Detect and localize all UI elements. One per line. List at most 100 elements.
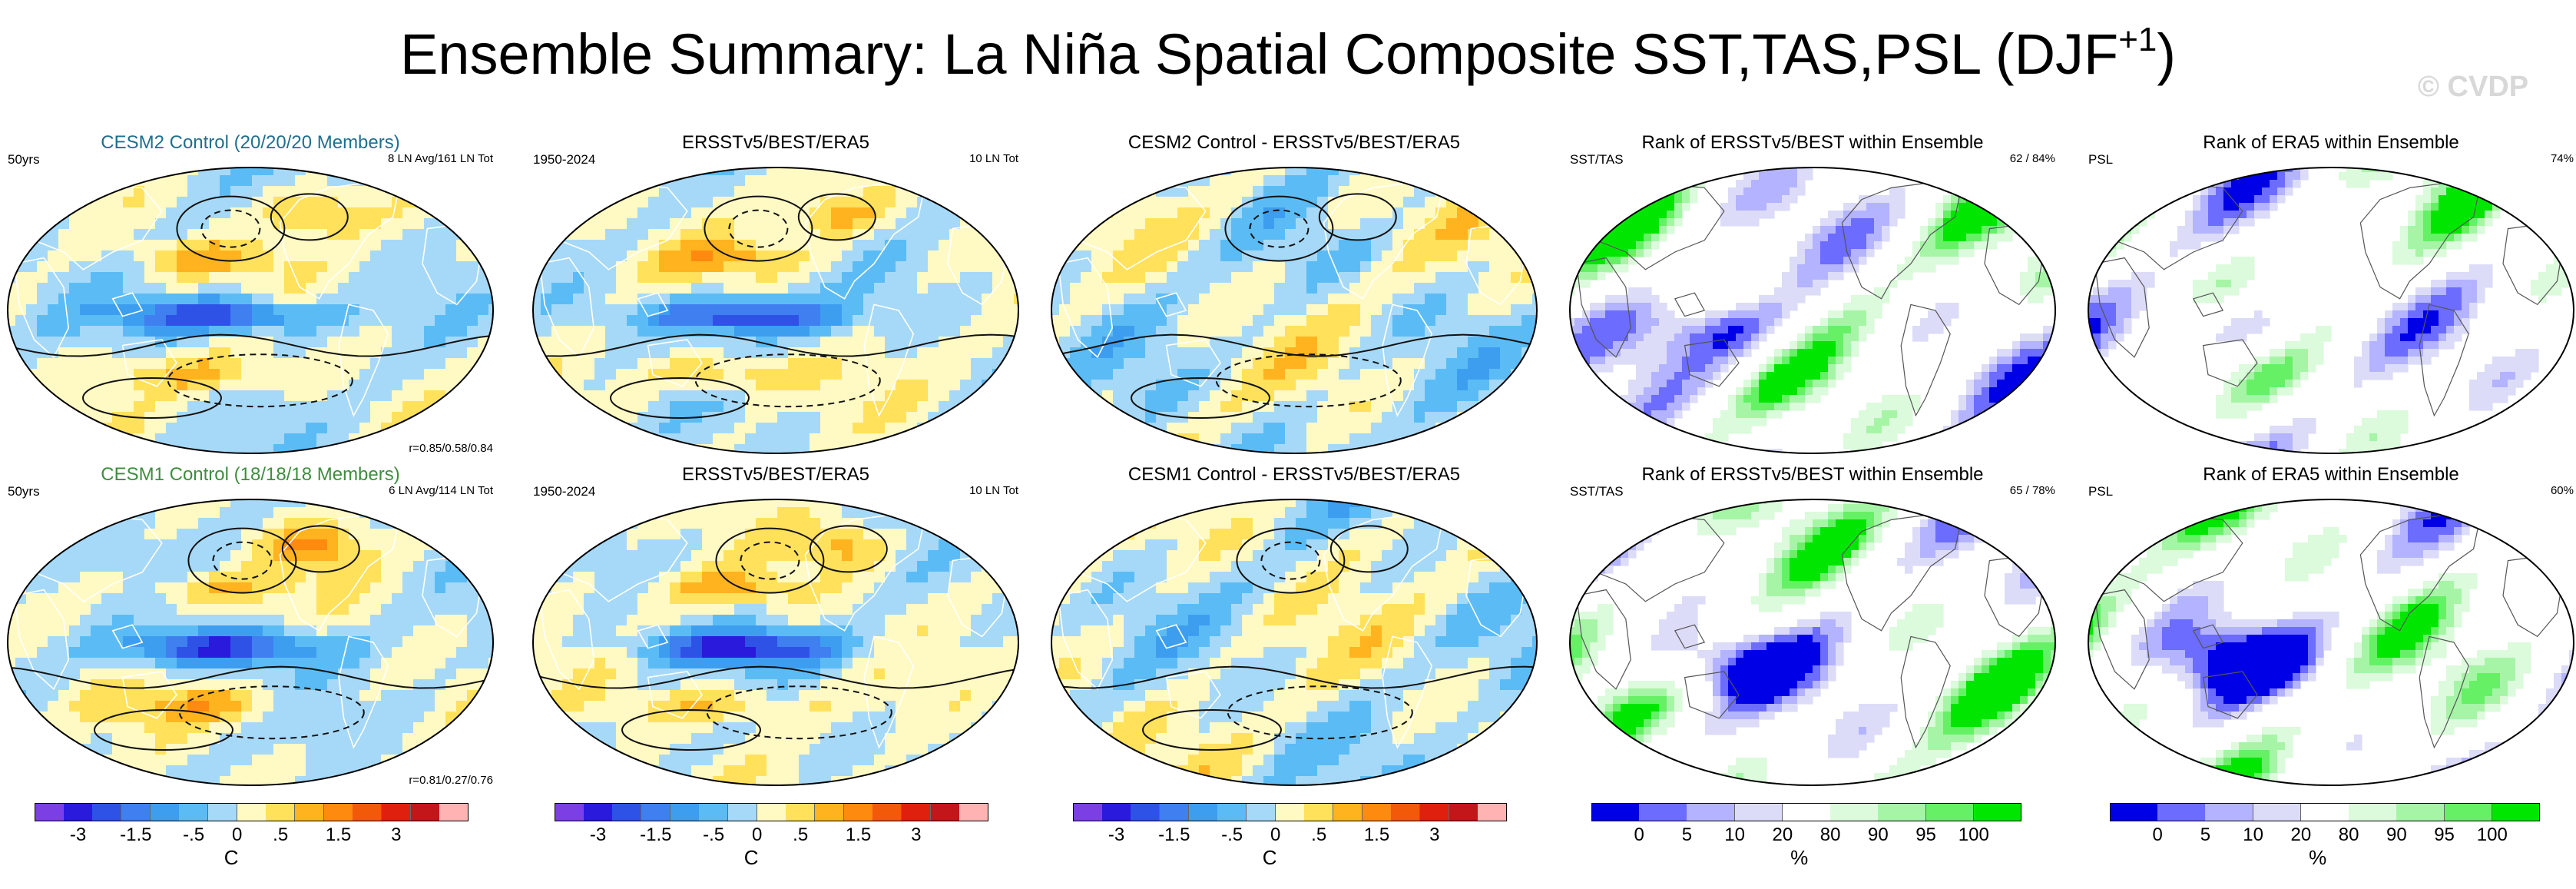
coastline-8 xyxy=(1155,292,1187,317)
robinson-map xyxy=(1569,167,2056,454)
colorbar-tick-label: 10 xyxy=(2243,824,2264,845)
map-panel-5: Rank of ERA5 within Ensemble PSL 74% xyxy=(2085,132,2576,459)
psl-contour xyxy=(728,209,789,248)
map-field xyxy=(533,499,1018,785)
colorbar-frame xyxy=(2110,803,2540,821)
colorbar-swatch xyxy=(1973,803,2022,821)
coastline-8 xyxy=(1155,624,1187,649)
colorbar-swatch xyxy=(237,803,267,821)
coastline-2 xyxy=(1900,304,1951,417)
colorbar-tick-label: 1.5 xyxy=(1363,824,1390,845)
panel-title: Rank of ERA5 within Ensemble xyxy=(2203,464,2459,485)
psl-contour xyxy=(694,353,881,408)
colorbar-tick-label: -3 xyxy=(1108,824,1125,845)
map-field xyxy=(533,168,1018,453)
coastline-2 xyxy=(1382,635,1433,749)
coastline-4 xyxy=(1057,257,1114,359)
panel-title: Rank of ERSSTv5/BEST within Ensemble xyxy=(1641,464,1984,485)
psl-contour xyxy=(82,377,222,419)
coastline-6 xyxy=(647,671,703,719)
coastline-6 xyxy=(121,671,177,719)
map-border xyxy=(2088,499,2574,786)
psl-contour xyxy=(1236,527,1346,594)
coastline-2 xyxy=(2419,635,2469,749)
colorbar-swatch xyxy=(1217,803,1247,821)
coastline-4 xyxy=(1576,257,1631,358)
map-field xyxy=(8,499,493,785)
panel-title: CESM1 Control (18/18/18 Members) xyxy=(101,464,400,485)
coastline-7 xyxy=(396,169,439,194)
psl-contour xyxy=(1131,377,1270,419)
colorbar-tick-label: 5 xyxy=(2200,824,2211,845)
colorbar-swatch xyxy=(2444,803,2493,821)
panel-title: CESM2 Control - ERSSTv5/BEST/ERA5 xyxy=(1127,132,1461,153)
panel-right-label: 8 LN Avg/161 LN Tot xyxy=(387,152,493,165)
panel-left-label: 1950-2024 xyxy=(533,484,596,499)
coastline-2 xyxy=(2419,304,2469,417)
coastline-7 xyxy=(2477,501,2519,526)
psl-contour xyxy=(178,685,365,740)
colorbar-swatch xyxy=(150,803,180,821)
colorbar-tick-label: 95 xyxy=(2434,824,2455,845)
panel-right-label: 65 / 78% xyxy=(2009,484,2055,497)
panel-left-label: 1950-2024 xyxy=(533,152,596,167)
colorbar-tick-label: 0 xyxy=(2152,824,2163,845)
psl-contour xyxy=(1329,525,1409,573)
psl-contour xyxy=(1051,333,1537,357)
colorbar-tick-label: -.5 xyxy=(1221,824,1243,845)
colorbar-tick-label: .5 xyxy=(793,824,809,845)
colorbar-swatch xyxy=(670,803,700,821)
cvdp-watermark: © CVDP xyxy=(2418,71,2529,103)
psl-contour xyxy=(533,665,1018,689)
panel-title: CESM1 Control - ERSSTv5/BEST/ERA5 xyxy=(1127,464,1461,485)
colorbar-5: 0 5 10 20 80 90 95 100% xyxy=(2110,803,2541,887)
colorbar-3: -3 -1.5 -.5 0 .5 1.5 3 C xyxy=(1073,803,1508,887)
colorbar-swatch xyxy=(1830,803,1879,821)
colorbar-swatch xyxy=(208,803,238,821)
colorbar-swatch xyxy=(2300,803,2349,821)
colorbar-tick-label: 0 xyxy=(1270,824,1281,845)
colorbar-swatch xyxy=(728,803,758,821)
coastline-6 xyxy=(647,339,703,387)
colorbar-swatch xyxy=(555,803,584,821)
psl-contour xyxy=(1260,541,1321,580)
colorbar-swatch xyxy=(583,803,613,821)
coastline-2 xyxy=(863,635,915,749)
coastline-4 xyxy=(2094,257,2150,358)
map-field xyxy=(2088,499,2574,785)
colorbar-tick-label: 80 xyxy=(2338,824,2359,845)
colorbar-tick-label: 80 xyxy=(1819,824,1841,845)
colorbar-swatch xyxy=(295,803,325,821)
map-panel-3: CESM2 Control - ERSSTv5/BEST/ERA5 xyxy=(1048,132,1540,459)
colorbar-swatch xyxy=(902,803,932,821)
coastline-4 xyxy=(538,257,595,359)
colorbar-swatch xyxy=(2110,803,2158,821)
colorbar-1: -3 -1.5 -.5 0 .5 1.5 3 C xyxy=(35,803,469,887)
colorbar-swatch xyxy=(2253,803,2302,821)
panel-title: ERSSTv5/BEST/ERA5 xyxy=(681,132,870,153)
colorbar-frame xyxy=(555,803,988,821)
coastline-7 xyxy=(922,501,964,526)
psl-contour xyxy=(187,527,297,594)
psl-contour xyxy=(797,193,876,241)
psl-contour xyxy=(8,333,493,357)
map-field xyxy=(8,168,493,453)
colorbar-swatch xyxy=(1687,803,1736,821)
coastline-7 xyxy=(1440,501,1482,526)
coastline-6 xyxy=(2202,339,2258,387)
coastline-7 xyxy=(1440,169,1482,194)
colorbar-frame xyxy=(1591,803,2021,821)
colorbar-unit: % xyxy=(1790,846,1809,869)
robinson-map xyxy=(1051,499,1538,786)
psl-contour xyxy=(8,665,493,689)
colorbar-tick-label: 20 xyxy=(2290,824,2312,845)
colorbar-swatch xyxy=(1333,803,1363,821)
colorbar-swatch xyxy=(63,803,93,821)
colorbar-tick-label: 95 xyxy=(1915,824,1936,845)
map-border xyxy=(7,167,494,454)
colorbar-tick-label: 90 xyxy=(2386,824,2407,845)
colorbar-tick-label: 0 xyxy=(1634,824,1644,845)
colorbar-frame xyxy=(35,803,469,821)
robinson-map xyxy=(2088,167,2574,454)
colorbar-swatch xyxy=(641,803,671,821)
